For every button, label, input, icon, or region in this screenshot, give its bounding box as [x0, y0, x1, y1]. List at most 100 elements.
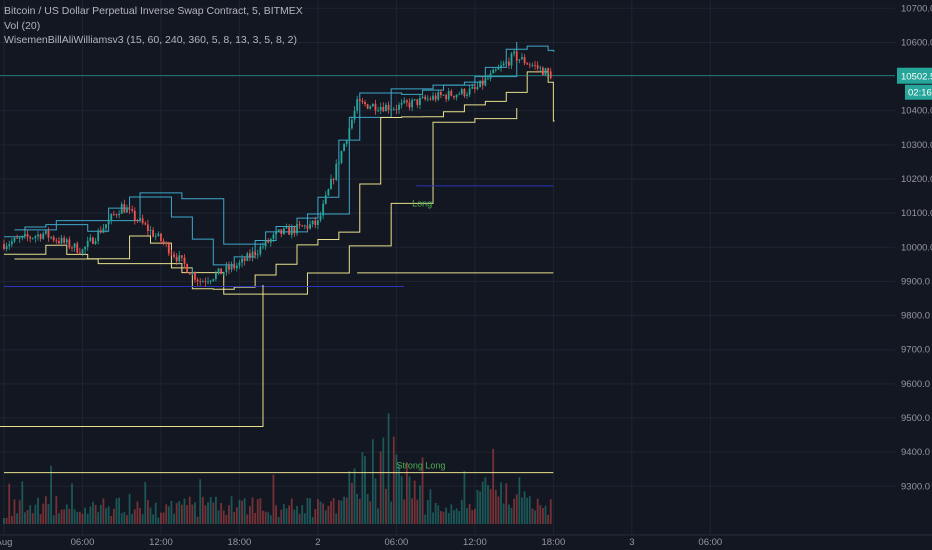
volume-bar: [387, 413, 390, 524]
time-tick-label: 06:00: [385, 537, 409, 548]
volume-bar: [44, 496, 47, 524]
fractal-indicator-label[interactable]: WisemenBillAliWilliamsv3 (15, 60, 240, 3…: [4, 34, 297, 46]
volume-bar: [521, 497, 523, 524]
volume-bar: [463, 471, 466, 524]
candle-body: [16, 237, 18, 239]
candle-body: [256, 254, 259, 256]
volume-bar: [3, 517, 5, 524]
volume-bar: [447, 513, 450, 524]
candle-body: [272, 234, 275, 239]
volume-bar: [160, 512, 162, 524]
candle-body: [521, 57, 523, 60]
candle-body: [351, 119, 353, 129]
time-axis[interactable]: Aug 06:00 12:00 18:00 2 06:00 12:00 18:00 3 06:00: [0, 534, 932, 550]
volume-bar: [204, 505, 207, 524]
candle-body: [262, 246, 264, 248]
candle-body: [31, 238, 34, 239]
volume-bar: [264, 511, 267, 524]
volume-bar: [479, 491, 482, 524]
candle-body: [191, 272, 194, 275]
candle-body: [214, 273, 217, 280]
volume-indicator-label[interactable]: Vol (20): [4, 19, 41, 32]
candle-body: [63, 237, 66, 243]
candle-body: [94, 241, 97, 244]
volume-bar: [358, 498, 361, 524]
strong-long-label: Strong Long: [396, 461, 445, 471]
volume-bar: [84, 507, 86, 524]
volume-bar: [398, 464, 400, 524]
candle-body: [123, 204, 126, 213]
candle-body: [322, 203, 325, 216]
volume-bar: [89, 506, 92, 524]
candle-body: [233, 264, 236, 269]
price-tick-label: 9500.0: [901, 413, 930, 424]
price-tick-label: 9900.0: [901, 276, 930, 287]
price-axis[interactable]: 10700.010600.010500.010400.010300.010200…: [895, 0, 932, 550]
candle-body: [126, 208, 128, 213]
candle-body: [411, 99, 413, 108]
candle-body: [335, 163, 338, 180]
volume-bar: [52, 515, 55, 524]
volume-bar: [214, 496, 217, 524]
volume-bar: [183, 498, 186, 524]
candle-body: [115, 214, 118, 216]
candle-body: [220, 268, 223, 275]
volume-bar: [515, 494, 518, 524]
volume-bar: [544, 505, 547, 524]
volume-bar: [492, 448, 495, 524]
candle-body: [29, 236, 32, 239]
volume-bar: [21, 481, 24, 524]
candle-body: [199, 281, 202, 283]
volume-bar: [411, 498, 413, 524]
candle-body: [424, 96, 427, 100]
volume-bar: [243, 498, 246, 524]
volume-bar: [487, 485, 489, 524]
candle-body: [314, 220, 317, 226]
volume-bar: [24, 512, 26, 524]
candle-body: [288, 226, 291, 235]
candle-body: [369, 106, 372, 109]
volume-bar: [337, 500, 340, 524]
volume-bar: [152, 514, 155, 524]
symbol-title[interactable]: Bitcoin / US Dollar Perpetual Inverse Sw…: [4, 5, 303, 17]
candle-body: [228, 265, 230, 270]
candle-body: [110, 214, 113, 220]
volume-bar: [118, 497, 121, 524]
candle-body: [73, 243, 76, 248]
candle-body: [68, 239, 71, 248]
volume-bar: [199, 479, 202, 524]
volume-bar: [259, 498, 262, 524]
volume-bar: [290, 498, 293, 524]
candle-body: [160, 233, 162, 241]
candle-body: [293, 227, 296, 234]
volume-bar: [107, 506, 110, 524]
candle-body: [3, 243, 5, 249]
volume-bar: [262, 510, 264, 524]
volume-bar: [131, 513, 134, 524]
candle-body: [371, 103, 374, 107]
candle-body: [178, 255, 181, 262]
volume-bar: [497, 496, 500, 524]
candle-body: [515, 51, 518, 61]
candle-body: [536, 65, 539, 69]
volume-bar: [421, 457, 424, 524]
volume-bar: [445, 507, 448, 524]
volume-bar: [432, 512, 434, 524]
volume-bar: [489, 489, 492, 524]
time-axis-background: [0, 535, 932, 550]
candle-body: [136, 220, 139, 222]
volume-bar: [306, 498, 309, 524]
volume-bar: [408, 476, 411, 524]
volume-bar: [366, 493, 369, 524]
volume-bar: [298, 513, 301, 524]
volume-bar: [10, 515, 13, 524]
candle-body: [429, 98, 432, 100]
price-tick-label: 9700.0: [901, 345, 930, 356]
candle-body: [298, 224, 301, 226]
volume-bar: [173, 513, 175, 524]
volume-bar: [413, 480, 416, 524]
volume-bar: [523, 491, 526, 524]
candle-body: [26, 234, 29, 237]
candle-body: [238, 262, 241, 266]
